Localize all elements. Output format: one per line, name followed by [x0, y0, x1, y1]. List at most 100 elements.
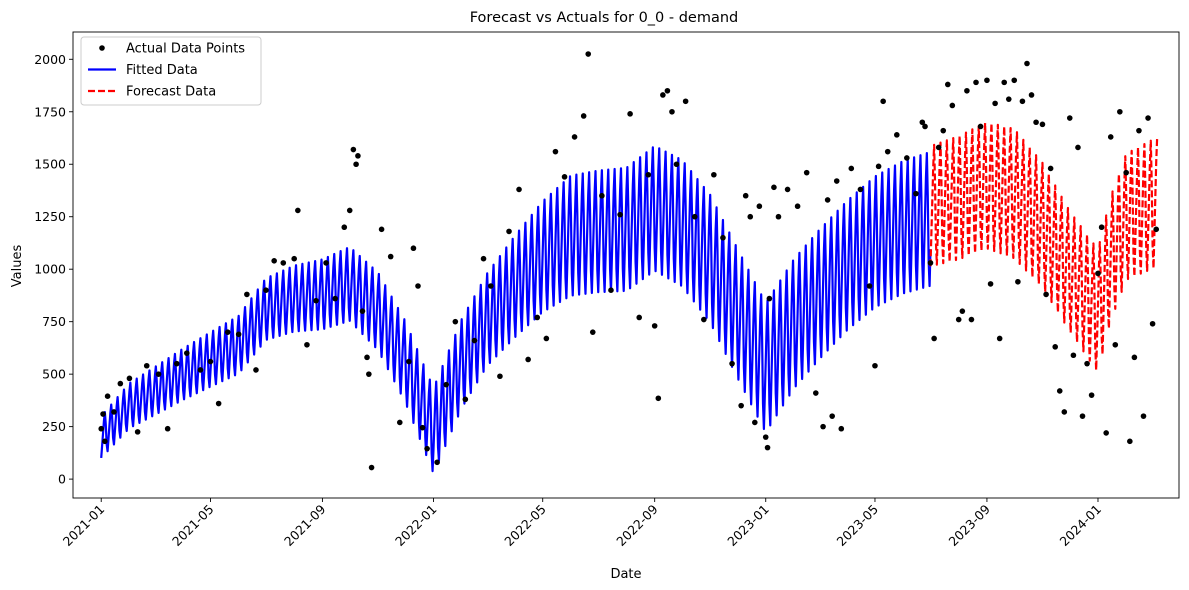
- data-point: [1033, 119, 1039, 126]
- data-point: [424, 445, 430, 452]
- data-point: [235, 331, 242, 338]
- data-point: [968, 316, 975, 323]
- data-point: [1136, 127, 1142, 134]
- y-tick-label: 750: [42, 314, 66, 329]
- data-point: [833, 178, 840, 184]
- y-tick-label: 250: [42, 419, 66, 434]
- y-tick-label: 1250: [34, 209, 66, 224]
- data-point: [1075, 144, 1081, 151]
- data-point: [291, 255, 298, 262]
- data-point: [368, 464, 375, 471]
- data-point: [100, 411, 106, 417]
- data-point: [1019, 98, 1026, 105]
- data-point: [682, 98, 689, 105]
- x-tick-label: 2022-05: [501, 502, 549, 550]
- data-point: [996, 335, 1003, 342]
- data-point: [462, 396, 469, 403]
- data-point: [304, 341, 310, 348]
- data-point: [992, 100, 998, 107]
- data-point: [701, 316, 707, 323]
- data-point: [1011, 77, 1018, 84]
- data-point: [1127, 438, 1133, 445]
- data-point: [506, 228, 512, 235]
- data-point: [280, 260, 287, 266]
- data-point: [655, 395, 662, 402]
- data-point: [525, 356, 531, 363]
- data-point: [552, 148, 559, 155]
- data-point: [944, 81, 951, 88]
- series-line-fitted-data: [100, 146, 932, 473]
- x-tick-label: 2023-05: [834, 502, 882, 550]
- data-point: [1066, 115, 1073, 121]
- data-point: [295, 207, 301, 214]
- data-point: [824, 197, 831, 203]
- data-point: [1149, 320, 1156, 327]
- data-point: [359, 308, 366, 314]
- data-point: [244, 291, 250, 298]
- data-point: [350, 146, 357, 153]
- data-point: [673, 161, 680, 168]
- data-point: [940, 127, 947, 134]
- data-point: [729, 360, 735, 367]
- data-point: [742, 192, 749, 199]
- legend-label: Forecast Data: [126, 85, 216, 100]
- y-tick-label: 1000: [34, 262, 66, 277]
- data-point: [608, 287, 614, 293]
- data-point: [949, 102, 956, 109]
- x-tick-label: 2023-09: [946, 501, 994, 549]
- data-point: [1024, 60, 1030, 67]
- data-point: [927, 260, 934, 266]
- data-point: [762, 434, 769, 440]
- x-tick-label: 2023-01: [724, 502, 772, 550]
- data-point: [775, 213, 782, 220]
- data-point: [353, 161, 359, 168]
- data-point: [197, 367, 204, 373]
- data-point: [434, 459, 440, 466]
- data-point: [1052, 344, 1058, 350]
- data-point: [341, 224, 348, 231]
- legend: Actual Data Points Fitted Data Forecast Da…: [80, 36, 262, 106]
- data-point: [866, 283, 873, 289]
- data-point: [955, 316, 962, 323]
- data-point: [872, 362, 878, 369]
- data-point: [1039, 121, 1046, 128]
- data-point: [1079, 413, 1086, 419]
- data-point: [452, 318, 459, 325]
- data-point: [104, 393, 111, 399]
- data-point: [1088, 392, 1095, 398]
- data-point: [1061, 409, 1068, 415]
- y-axis: 0 250 500 750 1000 1250 1500 1750 2000: [34, 52, 73, 487]
- y-tick-label: 2000: [34, 52, 66, 67]
- data-point: [488, 283, 494, 289]
- data-point: [664, 87, 671, 94]
- data-point: [935, 144, 942, 151]
- data-point: [1001, 79, 1008, 86]
- data-point: [155, 371, 162, 377]
- data-point: [803, 169, 810, 176]
- data-point: [738, 402, 744, 409]
- y-tick-label: 500: [42, 367, 66, 382]
- data-point: [813, 390, 819, 396]
- data-point: [419, 424, 426, 431]
- data-point: [378, 226, 385, 233]
- data-point: [636, 314, 642, 321]
- data-point: [183, 350, 190, 356]
- chart-title: Forecast vs Actuals for 0_0 - demand: [470, 10, 739, 26]
- plot-frame: [72, 31, 1180, 499]
- data-point: [627, 111, 633, 117]
- data-point: [98, 425, 105, 432]
- data-point: [313, 297, 319, 304]
- data-point: [764, 444, 771, 451]
- data-point: [1131, 354, 1138, 361]
- data-point: [207, 358, 214, 365]
- data-point: [589, 329, 596, 335]
- data-point: [645, 171, 652, 178]
- data-point: [215, 400, 222, 407]
- x-tick-label: 2021-01: [60, 502, 108, 550]
- data-point: [585, 51, 592, 57]
- data-point: [471, 337, 478, 344]
- data-point: [752, 419, 758, 426]
- data-point: [919, 119, 926, 126]
- data-point: [164, 425, 171, 432]
